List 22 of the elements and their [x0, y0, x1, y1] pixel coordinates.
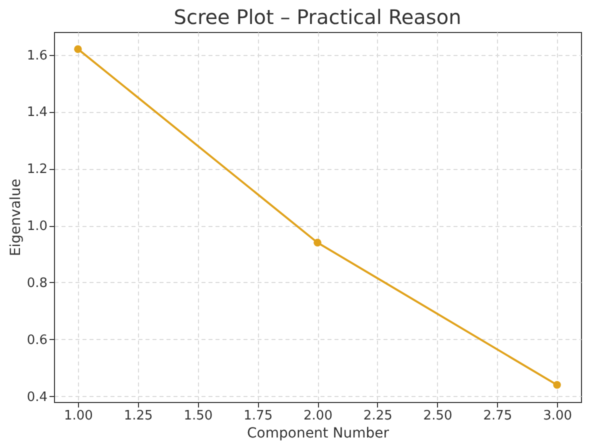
point	[314, 238, 322, 246]
x-tick-label: 1.75	[244, 408, 273, 424]
x-tick-label: 1.50	[184, 408, 213, 424]
y-tick-label: 0.6	[26, 332, 48, 348]
y-tick-label: 1.0	[26, 219, 48, 234]
x-axis-title: Component Number	[247, 426, 390, 442]
y-tick-label: 1.6	[26, 48, 48, 64]
point	[553, 381, 561, 389]
y-tick-label: 1.2	[26, 162, 48, 178]
x-tick-label: 3.00	[543, 408, 572, 424]
x-tick-label: 2.50	[423, 408, 452, 424]
y-tick-label: 1.4	[26, 105, 48, 120]
x-tick-label: 2.25	[363, 408, 392, 424]
point	[74, 45, 82, 53]
y-tick-label: 0.8	[26, 276, 48, 291]
y-axis-title: Eigenvalue	[8, 178, 24, 256]
x-tick-label: 2.75	[483, 408, 512, 424]
y-tick-label: 0.4	[26, 390, 48, 405]
x-tick-label: 2.00	[304, 408, 332, 424]
x-tick-label: 1.25	[124, 408, 153, 424]
chart-title: Scree Plot – Practical Reason	[174, 5, 462, 29]
x-tick-label: 1.00	[64, 408, 93, 424]
